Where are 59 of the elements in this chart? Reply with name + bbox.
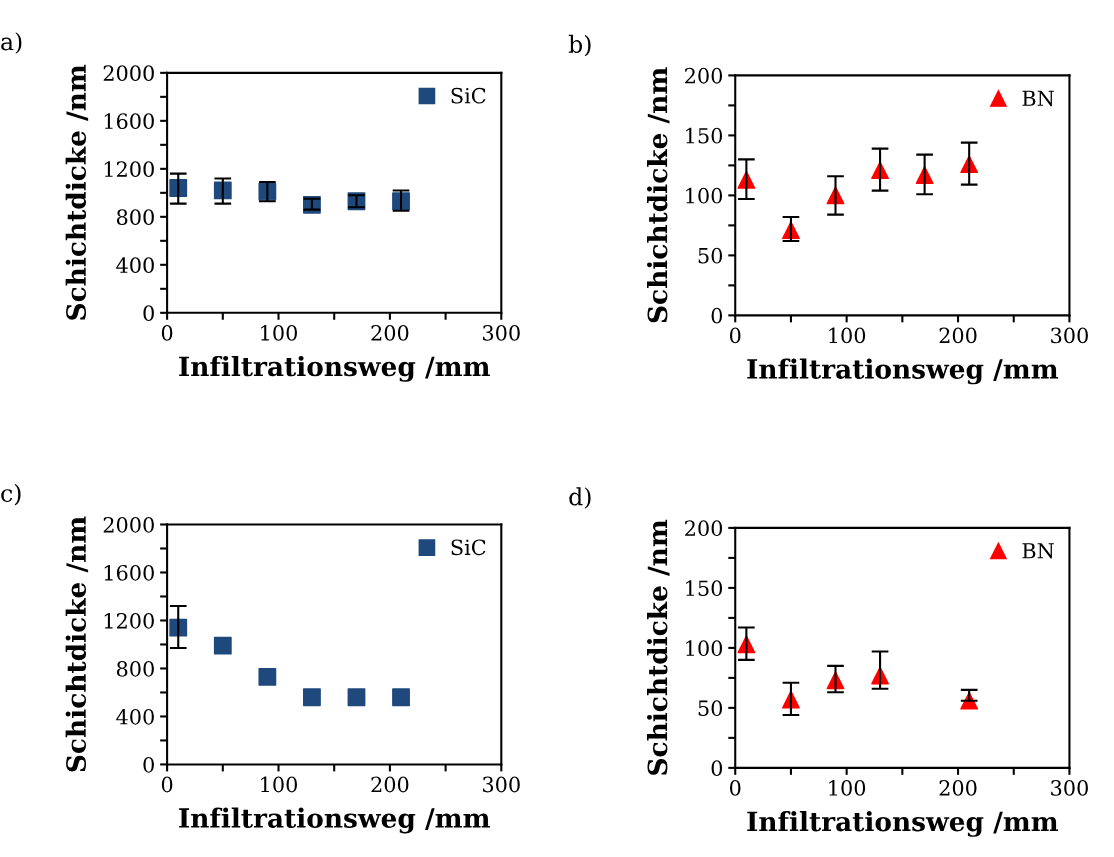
x-tick-label: 300 <box>1051 780 1088 796</box>
chart-title: b) <box>568 34 591 57</box>
x-axis-title: Infiltrationsweg /mm <box>747 810 1059 837</box>
point <box>347 688 366 707</box>
y-tick-label: 100 <box>686 187 723 204</box>
y-tick-label: 0 <box>143 305 154 322</box>
x-axis-title: Infiltrationsweg /mm <box>179 807 490 834</box>
x-tick-label: 0 <box>729 327 741 344</box>
x-axis-title: Infiltrationsweg /mm <box>179 355 490 382</box>
x-tick-label: 200 <box>939 780 977 796</box>
x-tick-label: 200 <box>939 327 977 344</box>
y-tick-label: 1200 <box>104 161 154 178</box>
x-tick-label: 200 <box>371 324 409 341</box>
x-tick-label: 100 <box>829 327 866 344</box>
x-tick-label: 300 <box>483 776 520 793</box>
legend-label: BN <box>1022 90 1054 107</box>
y-tick-label: 0 <box>711 307 723 324</box>
y-tick-label: 100 <box>686 640 723 657</box>
x-tick-label: 100 <box>261 776 297 793</box>
y-axis-title: Schichtdicke /nm <box>647 67 670 323</box>
y-tick-label: 1600 <box>104 113 154 130</box>
y-tick-label: 50 <box>698 247 723 264</box>
x-tick-label: 100 <box>829 780 866 796</box>
x-axis-title: Infiltrationsweg /mm <box>747 358 1059 385</box>
y-tick-label: 2000 <box>103 516 154 533</box>
point <box>303 688 321 707</box>
x-tick-label: 300 <box>1051 327 1088 344</box>
x-tick-label: 0 <box>729 780 741 796</box>
y-tick-label: 1600 <box>104 564 154 581</box>
y-tick-label: 150 <box>686 127 723 144</box>
y-tick-label: 1200 <box>104 612 154 629</box>
legend-label: SiC <box>451 539 486 556</box>
y-tick-label: 150 <box>686 580 723 597</box>
y-tick-label: 800 <box>116 660 154 677</box>
y-tick-label: 50 <box>698 700 723 717</box>
y-tick-label: 400 <box>116 708 154 725</box>
y-axis-title: Schichtdicke /nm <box>65 516 89 772</box>
y-tick-label: 0 <box>143 756 154 773</box>
legend-label: BN <box>1022 543 1054 559</box>
point <box>392 688 410 707</box>
x-tick-label: 300 <box>483 324 520 341</box>
legend-label: SiC <box>451 87 486 104</box>
point <box>213 636 232 655</box>
y-tick-label: 0 <box>711 760 723 777</box>
y-tick-label: 800 <box>116 209 154 226</box>
y-tick-label: 200 <box>685 520 723 537</box>
y-tick-label: 400 <box>116 257 154 274</box>
y-axis-title: Schichtdicke /nm <box>647 519 670 775</box>
y-axis-title: Schichtdicke /nm <box>65 64 89 320</box>
chart-title: c) <box>1 483 21 506</box>
x-tick-label: 200 <box>371 776 409 793</box>
x-tick-label: 0 <box>161 776 173 793</box>
y-tick-label: 200 <box>685 67 723 84</box>
chart-title: a) <box>1 32 22 54</box>
x-tick-label: 100 <box>261 324 297 341</box>
x-tick-label: 0 <box>161 324 173 341</box>
y-tick-label: 2000 <box>103 65 154 82</box>
chart-title: d) <box>569 487 591 509</box>
point <box>258 667 277 686</box>
